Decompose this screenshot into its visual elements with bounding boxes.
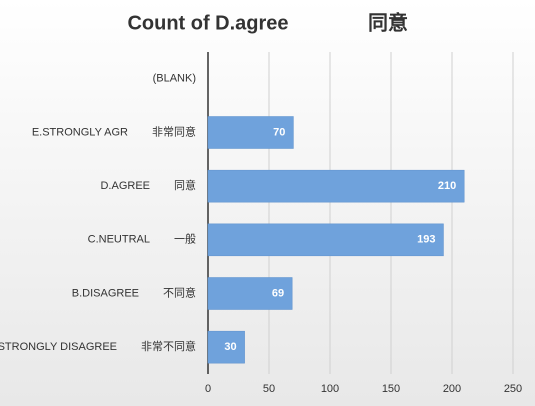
x-tick-label: 150 xyxy=(382,383,400,395)
chart-title: Count of D.agree xyxy=(127,12,288,34)
bar xyxy=(207,277,293,310)
x-tick-label: 50 xyxy=(263,383,275,395)
x-tick-label: 0 xyxy=(205,383,211,395)
value-label: 193 xyxy=(417,234,435,246)
category-label-2: 一般 xyxy=(174,233,196,246)
x-tick-label: 250 xyxy=(504,383,522,395)
bar xyxy=(207,330,245,364)
category-label: A.STRONGLY DISAGREE xyxy=(0,341,117,353)
x-tick-label: 200 xyxy=(443,383,461,395)
value-label: 30 xyxy=(224,341,236,353)
category-label: (BLANK) xyxy=(153,73,196,85)
category-label: B.DISAGREE xyxy=(72,287,139,299)
category-label-2: 同意 xyxy=(174,178,196,192)
category-label-2: 非常不同意 xyxy=(141,339,196,353)
category-label-2: 不同意 xyxy=(163,285,196,299)
category-label: C.NEUTRAL xyxy=(88,234,150,246)
chart-title-2: 同意 xyxy=(368,10,408,34)
category-label: D.AGREE xyxy=(100,180,150,192)
category-label: E.STRONGLY AGR xyxy=(32,126,128,138)
category-label-2: 非常同意 xyxy=(152,124,196,138)
bar xyxy=(207,169,465,203)
bar xyxy=(207,116,294,149)
value-label: 210 xyxy=(438,180,456,192)
x-tick-label: 100 xyxy=(321,383,339,395)
value-label: 70 xyxy=(273,126,285,138)
bar xyxy=(207,223,444,257)
value-label: 69 xyxy=(272,287,284,299)
